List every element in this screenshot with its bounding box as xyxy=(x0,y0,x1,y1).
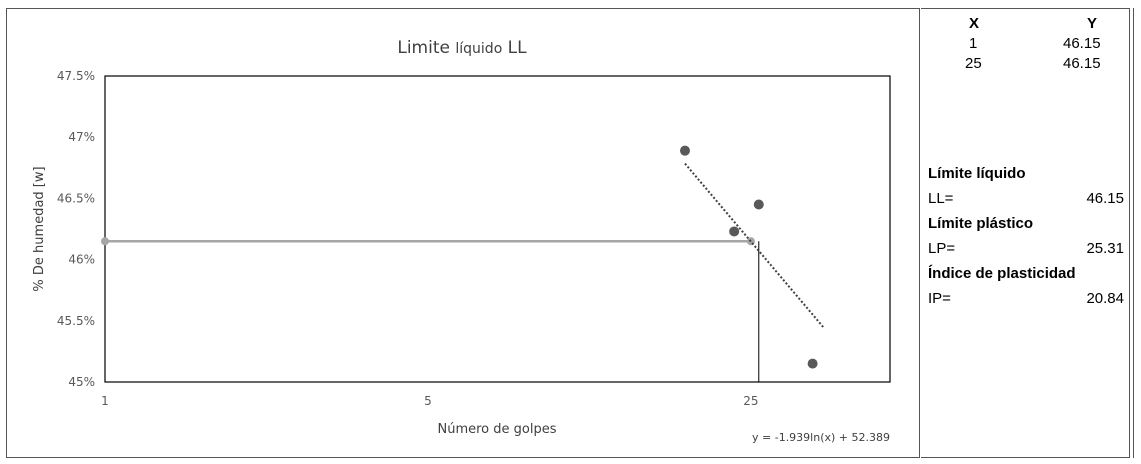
plot-area xyxy=(104,75,891,383)
y-tick-label: 47% xyxy=(68,130,95,144)
x-tick-label: 1 xyxy=(101,394,109,408)
data-point xyxy=(679,145,690,156)
liquid-limit-value: 46.15 xyxy=(1086,190,1124,207)
y-axis-title: % De humedad [w] xyxy=(32,166,47,291)
x-axis-title: Número de golpes xyxy=(438,422,557,437)
plastic-limit-title: Límite plástico xyxy=(928,215,1034,232)
chart-marks xyxy=(101,145,825,382)
chart-canvas: Limite líquido LL 45% 45.5% 46% 46.5% 47% 47.… xyxy=(32,38,891,444)
reference-point xyxy=(101,237,109,246)
plastic-limit-value: 25.31 xyxy=(1086,240,1124,257)
plasticity-index-value: 20.84 xyxy=(1086,290,1124,307)
x-tick-label: 25 xyxy=(743,394,758,408)
table-cell-x: 1 xyxy=(969,35,978,52)
results-panel: X Y 1 46.15 25 46.15 Límite líquido LL= … xyxy=(921,8,1130,458)
data-point xyxy=(807,358,818,369)
y-tick-label: 46.5% xyxy=(57,191,95,205)
chart-panel: Limite líquido LL 45% 45.5% 46% 46.5% 47% 47.… xyxy=(6,8,920,458)
plasticity-index-title: Índice de plasticidad xyxy=(928,265,1076,282)
chart-title: Limite líquido LL xyxy=(397,38,527,58)
x-axis-ticks: 1 5 25 xyxy=(101,394,758,408)
y-tick-label: 45.5% xyxy=(57,314,95,328)
plastic-limit-key: LP= xyxy=(928,240,956,257)
y-column-header: Y xyxy=(1087,15,1098,32)
y-tick-label: 46% xyxy=(68,253,95,267)
y-tick-label: 45% xyxy=(68,375,95,389)
trendline xyxy=(684,162,825,329)
liquid-limit-key: LL= xyxy=(928,190,954,207)
table-cell-x: 25 xyxy=(965,55,982,72)
table-cell-y: 46.15 xyxy=(1063,35,1101,52)
liquid-limit-title: Límite líquido xyxy=(928,165,1026,182)
data-point xyxy=(753,199,764,210)
cell-border xyxy=(1133,8,1134,458)
y-axis-ticks: 45% 45.5% 46% 46.5% 47% 47.5% xyxy=(57,69,95,389)
trendline-equation: y = -1.939ln(x) + 52.389 xyxy=(752,431,890,444)
table-cell-y: 46.15 xyxy=(1063,55,1101,72)
x-tick-label: 5 xyxy=(424,394,432,408)
plasticity-index-key: IP= xyxy=(928,290,951,307)
x-column-header: X xyxy=(969,15,980,32)
data-point xyxy=(729,226,740,237)
y-tick-label: 47.5% xyxy=(57,69,95,83)
